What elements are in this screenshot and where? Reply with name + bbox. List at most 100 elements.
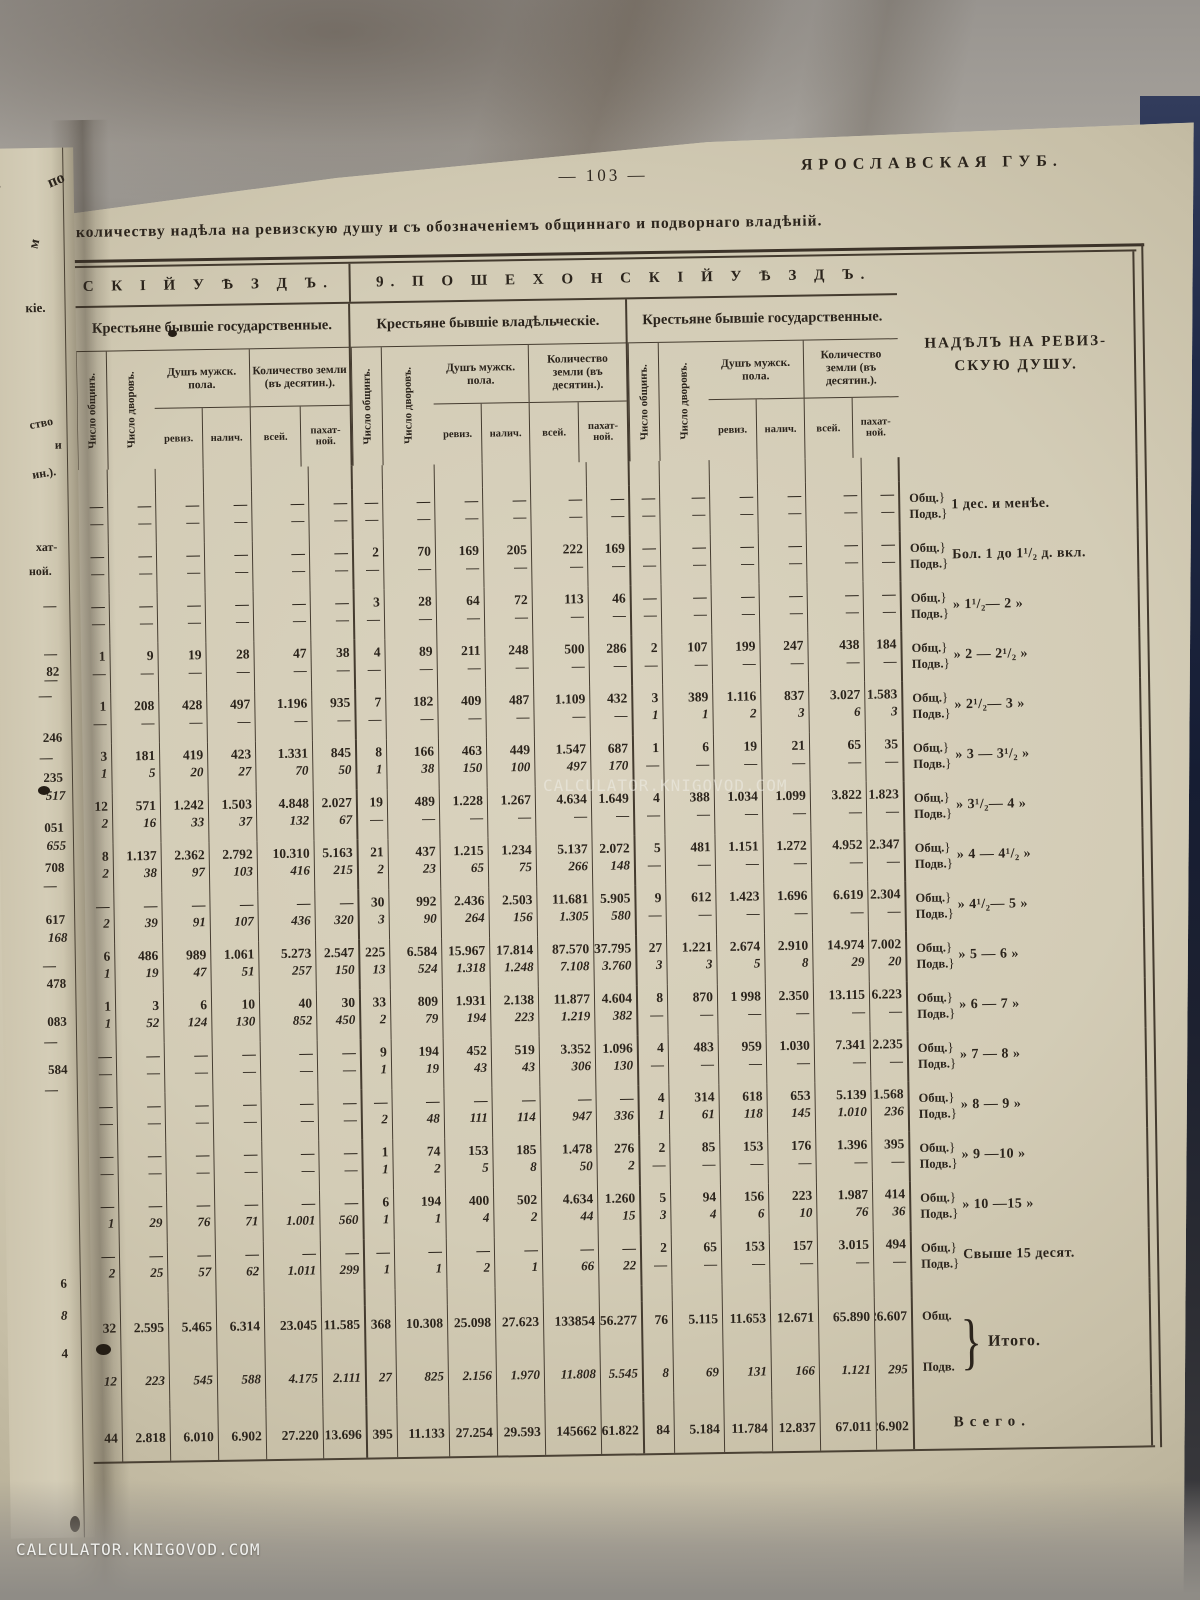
table-row: 32122.5952235.4655456.31458823.0454.1751… <box>91 1293 1154 1402</box>
podv-value: — <box>418 610 433 626</box>
prev-page-fragment: хат- <box>35 539 58 555</box>
cell: 26.607 295 <box>875 1297 914 1390</box>
cell <box>383 464 435 489</box>
obshch-value: 1.215 <box>453 842 484 859</box>
obshch-prefix-text: Общ. <box>913 790 944 805</box>
cell: 494— <box>874 1231 913 1282</box>
podv-prefix-text: Подв. <box>912 706 945 721</box>
obshch-podv-stack: Общ.} Подв.} <box>916 939 955 972</box>
prev-page-fragment: ь <box>0 175 3 195</box>
obshch-value: 247 <box>783 637 804 654</box>
vsego-value: 13.696 <box>324 1426 362 1442</box>
podv-value: — <box>612 607 627 623</box>
podv-value: — <box>611 507 625 523</box>
cell: 169— <box>436 538 485 589</box>
podv-value: — <box>367 661 381 677</box>
obshch-prefix-text: Общ. <box>920 1190 950 1205</box>
obshch-value: 176 <box>790 1137 812 1153</box>
podv-value: — <box>885 803 900 819</box>
obshch-value: 133854 <box>554 1313 596 1329</box>
vsego-label: Всего. <box>953 1412 1032 1430</box>
cell: 199— <box>712 633 761 684</box>
podv-value: 124 <box>187 1014 208 1030</box>
podv-value: — <box>513 509 527 525</box>
vsego-value: 2.818 <box>135 1429 166 1445</box>
podv-value: — <box>574 808 588 824</box>
cell: 153— <box>722 1233 771 1284</box>
podv-value: — <box>852 1053 867 1069</box>
cell <box>544 1286 600 1303</box>
obshch-value: — <box>342 1044 356 1060</box>
obshch-value: 11.681 <box>551 891 589 907</box>
obshch-value: 8 <box>656 989 664 1006</box>
cell: 3.822— <box>811 782 868 833</box>
podv-value: — <box>889 1003 903 1019</box>
cell: 30 3 <box>359 889 390 939</box>
obshch-value: — <box>364 494 379 510</box>
allotment-range-label: » 3¹/₂— 4 » <box>955 796 1027 813</box>
cell: 181 5 <box>112 743 161 794</box>
cell: —— <box>711 533 760 584</box>
obshch-value: 1.583 <box>866 686 898 702</box>
cell: 463 150 <box>439 738 488 789</box>
obshch-value: 5.139 <box>836 1086 867 1103</box>
cell: 5.163 215 <box>314 840 359 891</box>
obshch-value: 809 <box>417 993 439 1009</box>
podv-value: 19 <box>425 1060 440 1076</box>
obshch-value: — <box>335 594 349 611</box>
vsego-value: 12.837 <box>778 1419 816 1435</box>
col-header-zemli-sub: всей. пахат-ной. <box>805 397 900 458</box>
cell: 211— <box>437 638 486 689</box>
col-header-obshchin: Число общинъ. <box>351 347 383 465</box>
podv-value: — <box>569 508 583 524</box>
obshch-prefix: Общ. <box>921 1308 952 1323</box>
obshch-podv-stack: Общ.} Подв.} <box>912 689 951 722</box>
cell: 7— <box>356 689 387 739</box>
cell: 153 5 <box>445 1138 494 1189</box>
cell: —— <box>204 491 253 542</box>
obshch-value: 28 <box>418 593 432 609</box>
cell <box>630 461 660 485</box>
obshch-value: 199 <box>735 638 756 654</box>
cell: —— <box>531 486 588 537</box>
cell: —111 <box>444 1088 493 1139</box>
brace-icon: } <box>943 655 950 671</box>
obshch-value: 21 <box>791 737 806 753</box>
cell: 959— <box>719 1033 768 1084</box>
podv-value: 20 <box>190 764 204 780</box>
podv-value: 5 <box>482 1159 489 1175</box>
obshch-value: 19 <box>369 794 384 810</box>
podv-value: — <box>335 611 350 628</box>
cell <box>496 1287 544 1304</box>
podv-value: — <box>334 511 348 528</box>
podv-value: — <box>516 709 530 725</box>
cell <box>587 461 630 486</box>
cell: 2— <box>642 1235 673 1285</box>
cell: —— <box>435 488 484 539</box>
podv-value: — <box>744 805 759 821</box>
cell: 133854 11.808 <box>544 1302 601 1395</box>
obshch-value: — <box>373 1094 388 1110</box>
podv-value: — <box>748 1055 763 1071</box>
cell <box>322 1290 366 1307</box>
cell: —— <box>759 533 808 584</box>
podv-value: — <box>844 503 858 520</box>
podv-value: 166 <box>795 1362 815 1378</box>
obshch-value: — <box>138 547 153 564</box>
col-header-reviz: ревиз. <box>709 399 758 460</box>
cell: 1.109— <box>534 686 591 737</box>
cell: 23.045 4.175 <box>265 1306 323 1399</box>
cell: 14.974 29 <box>813 932 870 983</box>
obshch-value: 2.595 <box>133 1319 165 1336</box>
col-header-zemli: Количество земли (въ десятин.). <box>804 339 899 398</box>
obshch-value: 2.436 <box>453 892 485 909</box>
obshch-prefix: Общ.} <box>917 989 955 1006</box>
obshch-podv-stack: Общ.} Подв.} <box>911 639 950 672</box>
obshch-value: 169 <box>458 542 480 559</box>
cell: —1 <box>395 1238 448 1289</box>
brace-icon: } <box>944 839 951 855</box>
podv-value: 299 <box>339 1261 360 1278</box>
obshch-podv-stack: Общ.} Подв.} <box>913 739 952 772</box>
obshch-value: — <box>376 1244 391 1260</box>
podv-value: — <box>741 605 756 621</box>
